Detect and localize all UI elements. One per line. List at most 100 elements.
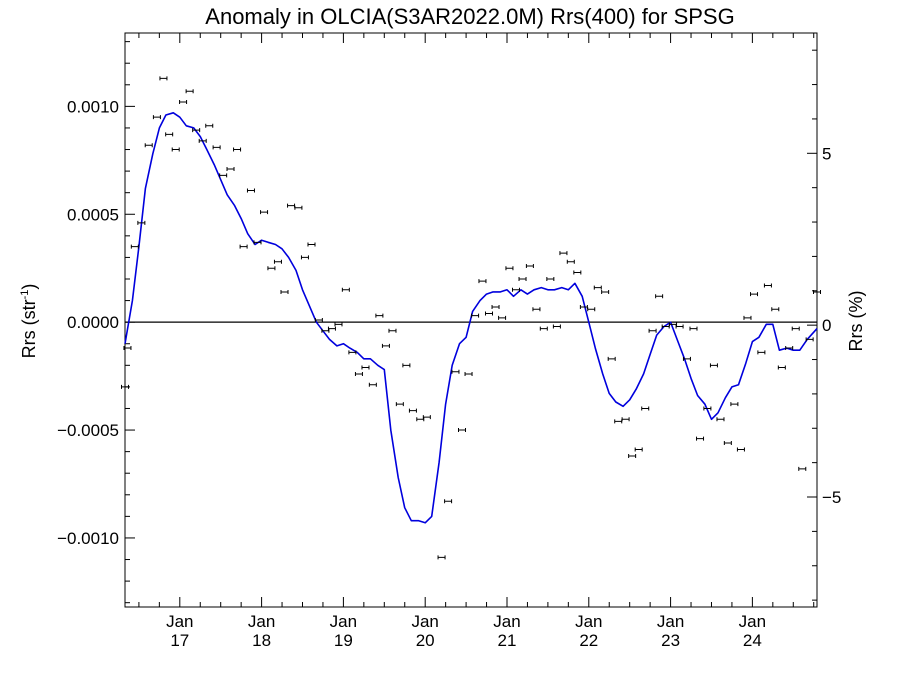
x-tick-month: Jan [739,612,766,631]
data-point [750,292,759,297]
x-tick-year: 19 [334,631,353,650]
x-tick-month: Jan [657,612,684,631]
data-point [179,100,188,105]
x-tick-month: Jan [166,612,193,631]
x-tick-year: 22 [579,631,598,650]
data-point [130,244,139,249]
data-point [253,240,262,245]
data-point [478,279,487,284]
data-point [641,406,650,411]
data-point [437,555,446,560]
data-point [321,328,330,333]
data-point [205,123,214,128]
data-point [388,328,397,333]
data-point [152,115,161,120]
data-point [709,363,718,368]
y-axis-label: Rrs (str-1) [19,284,39,359]
data-point [559,251,568,256]
data-point [368,382,377,387]
data-point [675,324,684,329]
data-point [402,363,411,368]
data-point [601,289,610,294]
data-point [552,324,561,329]
data-point [171,147,180,152]
data-point [198,138,207,143]
y2-axis-label: Rrs (%) [846,291,866,352]
x-tick-year: 20 [416,631,435,650]
data-point [607,356,616,361]
data-point [444,499,453,504]
data-point [757,350,766,355]
x-tick-month: Jan [493,612,520,631]
data-point [518,277,527,281]
data-point [121,384,129,389]
data-point [416,417,425,422]
data-point [246,188,255,193]
data-point [546,277,555,281]
data-point [771,307,780,312]
data-point [791,326,800,331]
y-tick-label: −0.0010 [57,529,119,548]
trend-line [124,112,818,524]
data-point [159,76,168,81]
data-point [614,419,623,424]
data-point [621,417,630,422]
x-tick-year: 23 [661,631,680,650]
data-point [137,220,146,225]
data-point [805,337,814,342]
data-point [348,350,357,355]
y-tick-label: 0.0010 [67,97,119,116]
data-point [408,408,417,413]
data-point [566,259,575,264]
data-point [703,406,712,411]
data-point [648,328,657,333]
data-point [314,318,323,322]
data-point [655,294,664,299]
data-point [525,264,534,269]
data-point [451,369,460,374]
y2-tick-label: 5 [822,144,831,163]
data-point [395,402,404,407]
data-point [458,428,467,433]
data-point [165,132,174,137]
data-point [341,287,350,292]
data-point [239,244,248,249]
chart-title: Anomaly in OLCIA(S3AR2022.0M) Rrs(400) f… [205,4,734,29]
y-tick-label: 0.0005 [67,205,119,224]
data-point [287,203,296,208]
data-point [689,326,698,331]
data-point [628,453,637,458]
data-point [491,305,500,310]
data-point [539,326,548,331]
data-point [798,466,807,471]
data-point [682,356,691,361]
data-point [484,311,493,316]
data-point [723,441,732,445]
data-point [307,242,316,247]
data-point [294,205,303,210]
data-point [144,143,153,148]
data-point [280,289,289,294]
x-tick-month: Jan [330,612,357,631]
data-point [730,402,739,407]
y-tick-label: −0.0005 [57,421,119,440]
data-point [573,270,582,275]
data-point [361,365,370,370]
x-tick-month: Jan [575,612,602,631]
data-point [219,173,228,178]
data-point [327,326,336,331]
data-point [736,447,745,452]
data-point [273,259,282,264]
data-point [354,371,363,376]
data-point [498,315,507,320]
data-point [511,287,520,292]
x-tick-month: Jan [411,612,438,631]
y2-tick-label: −5 [822,488,841,507]
data-point [505,266,514,271]
plot-frame [124,32,818,608]
data-point [696,436,705,441]
data-point [381,343,390,348]
data-point [334,322,343,327]
x-tick-year: 17 [170,631,189,650]
